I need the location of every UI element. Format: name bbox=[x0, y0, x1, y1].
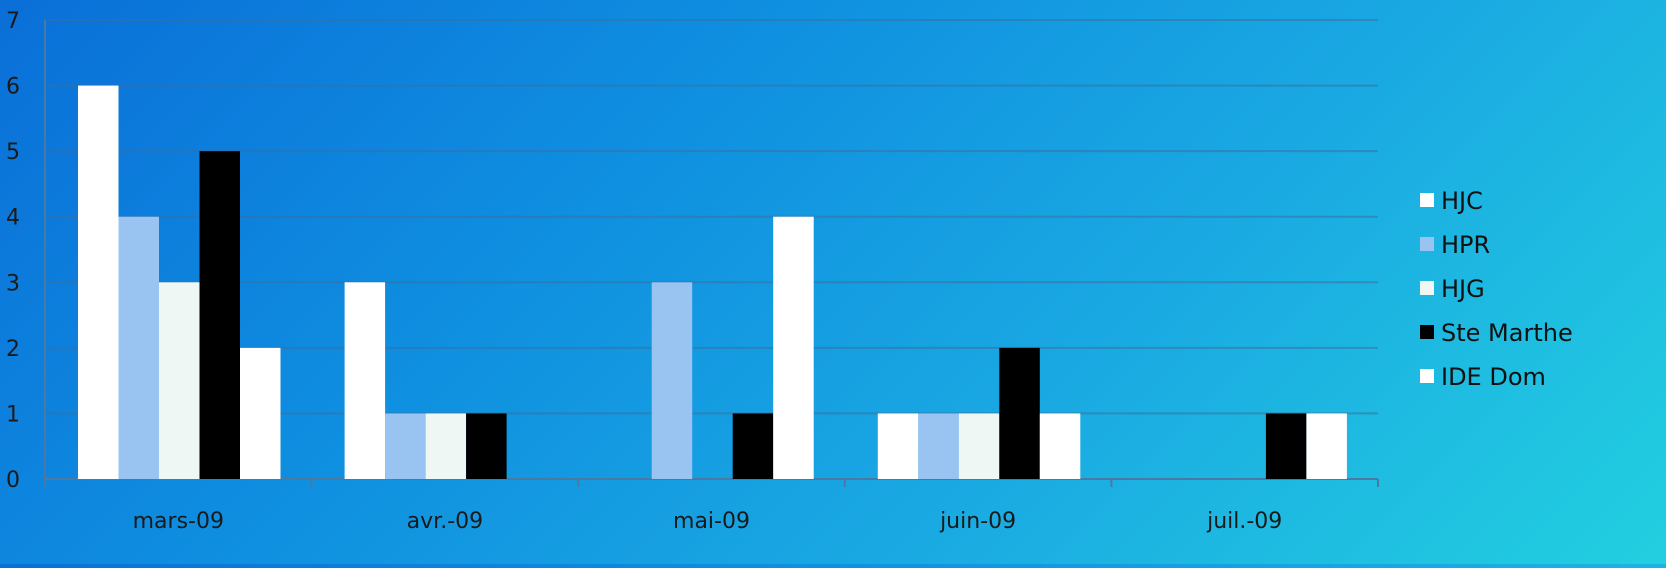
bar-hpr-mai-09 bbox=[651, 282, 693, 479]
legend-swatch bbox=[1420, 281, 1434, 295]
x-tick-label: mars-09 bbox=[133, 509, 224, 534]
y-tick-labels: 0 1 2 3 4 5 6 7 bbox=[6, 9, 20, 493]
bar-ide-dom-juil-09 bbox=[1306, 413, 1347, 479]
legend-swatch bbox=[1420, 193, 1434, 207]
bar-hjg-juin-09 bbox=[958, 413, 1000, 479]
legend-label: HJG bbox=[1441, 275, 1485, 303]
legend-label: IDE Dom bbox=[1441, 363, 1546, 391]
y-tick-label: 0 bbox=[6, 468, 20, 493]
legend-label: HPR bbox=[1441, 231, 1490, 259]
bar-hjc-mars-09 bbox=[78, 85, 119, 480]
bar-hjg-avr-09 bbox=[425, 413, 467, 479]
bar-ide-dom-mai-09 bbox=[773, 216, 814, 479]
legend-label: Ste Marthe bbox=[1441, 319, 1573, 347]
legend-swatch bbox=[1420, 325, 1434, 339]
y-tick-label: 4 bbox=[6, 206, 20, 231]
bar-ste-marthe-mars-09 bbox=[199, 151, 240, 479]
bar-ide-dom-mars-09 bbox=[240, 347, 281, 479]
bar-hpr-juin-09 bbox=[918, 413, 959, 479]
bar-ste-marthe-juil-09 bbox=[1265, 413, 1307, 479]
bar-ste-marthe-juin-09 bbox=[999, 347, 1040, 479]
legend-swatch bbox=[1420, 369, 1434, 383]
y-tick-label: 5 bbox=[6, 140, 20, 165]
y-tick-label: 6 bbox=[6, 75, 20, 100]
x-tick-labels: mars-09 avr.-09 mai-09 juin-09 juil.-09 bbox=[133, 509, 1283, 534]
bar-hjc-juin-09 bbox=[877, 413, 919, 479]
legend: HJC HPR HJG Ste Marthe IDE Dom bbox=[1420, 187, 1573, 391]
x-tick-label: avr.-09 bbox=[407, 509, 483, 534]
x-tick-label: juil.-09 bbox=[1206, 509, 1282, 534]
y-tick-label: 2 bbox=[6, 337, 20, 362]
bar-hjc-avr-09 bbox=[344, 282, 386, 479]
bar-ste-marthe-avr-09 bbox=[466, 413, 507, 479]
y-tick-label: 7 bbox=[6, 9, 20, 34]
y-tick-label: 1 bbox=[6, 402, 20, 427]
bar-hpr-mars-09 bbox=[118, 216, 159, 479]
x-tick-label: mai-09 bbox=[673, 509, 750, 534]
legend-swatch bbox=[1420, 237, 1434, 251]
bar-ide-dom-juin-09 bbox=[1039, 413, 1081, 479]
bar-ste-marthe-mai-09 bbox=[732, 413, 774, 479]
legend-label: HJC bbox=[1441, 187, 1483, 215]
bar-hpr-avr-09 bbox=[385, 413, 426, 479]
bar-hjg-mars-09 bbox=[159, 282, 200, 479]
x-tick-label: juin-09 bbox=[939, 509, 1016, 534]
bars bbox=[78, 85, 1347, 480]
y-tick-label: 3 bbox=[6, 271, 20, 296]
